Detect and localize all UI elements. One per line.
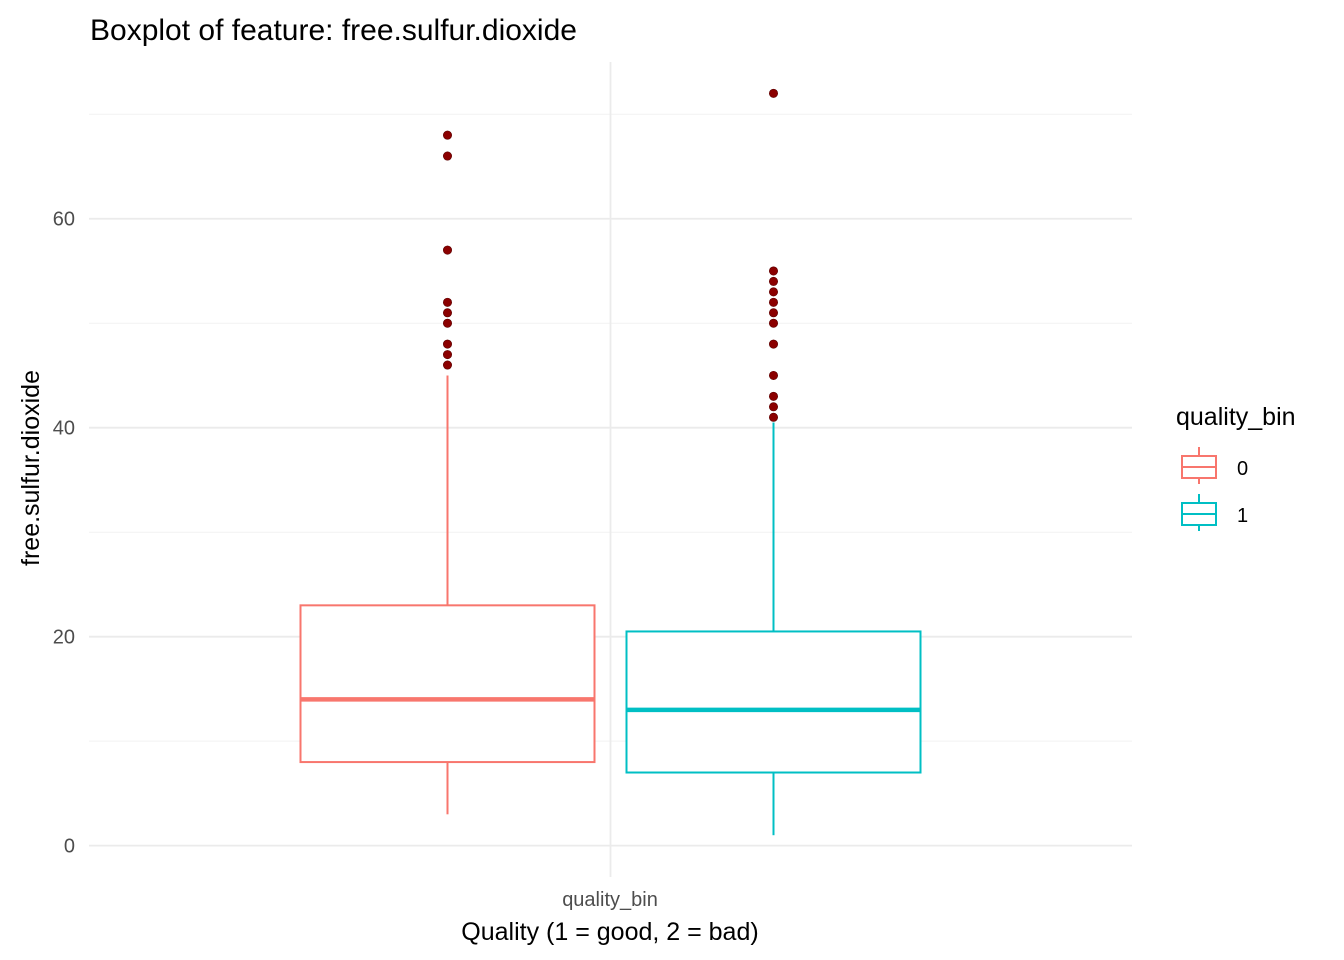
outlier-point [768,297,778,307]
outlier-point [768,412,778,422]
legend-title: quality_bin [1176,403,1296,431]
outlier-point [768,318,778,328]
outlier-point [442,245,452,255]
iqr-box [625,630,922,774]
outlier-point [768,339,778,349]
outlier-point [768,266,778,276]
outlier-point [768,88,778,98]
x-tick-label: quality_bin [562,889,658,911]
legend-label: 0 [1237,458,1248,480]
outlier-point [442,360,452,370]
legend-item-0: 0 [1181,447,1248,484]
y-tick-label: 60 [53,209,75,231]
outlier-point [768,402,778,412]
legend: quality_bin 01 [1176,403,1296,531]
y-tick-label: 40 [53,418,75,440]
legend-item-1: 1 [1181,494,1248,531]
y-tick-label: 0 [64,836,75,858]
outlier-point [768,276,778,286]
boxes [299,88,922,836]
outlier-point [768,391,778,401]
legend-label: 1 [1237,505,1248,527]
outlier-point [442,297,452,307]
y-tick-label: 20 [53,627,75,649]
outlier-point [442,151,452,161]
grid [89,62,1132,877]
iqr-box [299,604,596,764]
y-axis-ticks: 0 20 40 60 [53,209,75,858]
x-axis-title: Quality (1 = good, 2 = bad) [461,918,758,946]
chart-title: Boxplot of feature: free.sulfur.dioxide [90,14,577,47]
outlier-point [442,318,452,328]
box-group-0 [299,130,596,815]
legend-items: 01 [1181,447,1248,531]
outlier-point [768,308,778,318]
outlier-point [442,308,452,318]
outlier-point [442,130,452,140]
outlier-point [768,370,778,380]
y-axis-title: free.sulfur.dioxide [17,370,45,566]
outlier-point [442,339,452,349]
box-group-1 [625,88,922,836]
outlier-point [442,350,452,360]
outlier-point [768,287,778,297]
